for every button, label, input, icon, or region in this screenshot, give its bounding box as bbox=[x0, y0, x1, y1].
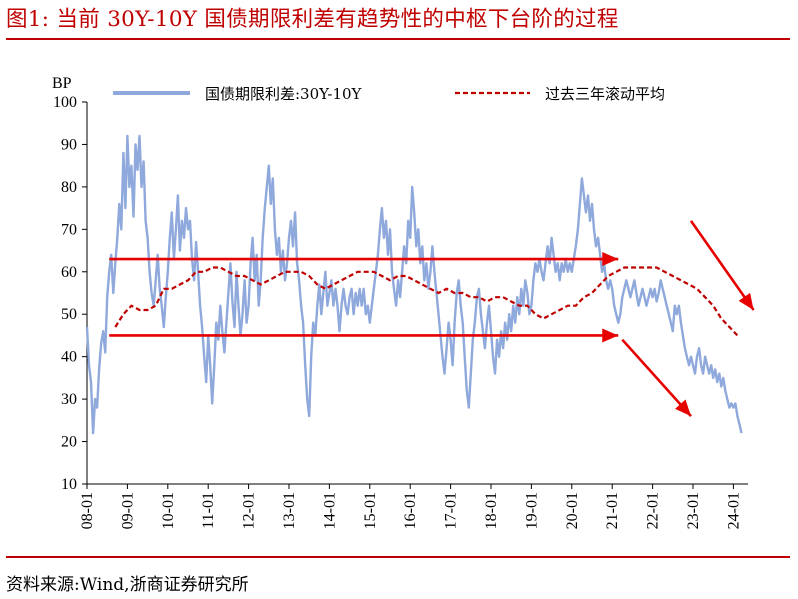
series-spread bbox=[85, 134, 743, 435]
y-tick-label: 80 bbox=[61, 179, 77, 196]
trend-arrowhead-1 bbox=[602, 252, 619, 267]
x-tick-label: 18-01 bbox=[483, 492, 500, 529]
x-tick-label: 17-01 bbox=[443, 492, 460, 529]
y-tick-label: 20 bbox=[61, 434, 77, 451]
axes: 10 20 30 40 50 60 70 80 90 100 08-01 09-01 10-01 11-0… bbox=[53, 94, 748, 529]
y-tick-label: 70 bbox=[61, 221, 77, 238]
x-tick-label: 08-01 bbox=[79, 492, 96, 529]
x-tick-label: 19-01 bbox=[523, 492, 540, 529]
trend-arrow-3 bbox=[621, 338, 692, 417]
y-tick-label: 40 bbox=[61, 349, 77, 366]
y-tick-label: 60 bbox=[61, 264, 77, 281]
x-tick-label: 23-01 bbox=[685, 492, 702, 529]
trend-arrowhead-2 bbox=[602, 328, 619, 343]
x-tick-label: 22-01 bbox=[645, 492, 662, 529]
x-tick-label: 09-01 bbox=[119, 492, 136, 529]
x-tick-label: 21-01 bbox=[604, 492, 621, 529]
x-tick-label: 10-01 bbox=[160, 492, 177, 529]
chart-title: 图1: 当前 30Y-10Y 国债期限利差有趋势性的中枢下台阶的过程 bbox=[6, 7, 619, 32]
x-tick-label: 15-01 bbox=[362, 492, 379, 529]
x-tick-label: 13-01 bbox=[281, 492, 298, 529]
x-tick-label: 11-01 bbox=[200, 492, 217, 529]
y-axis-unit: BP bbox=[52, 75, 72, 92]
trend-arrow-4 bbox=[689, 220, 755, 311]
y-tick-label: 100 bbox=[53, 94, 77, 111]
x-tick-label: 16-01 bbox=[402, 492, 419, 529]
legend-label-rolling: 过去三年滚动平均 bbox=[545, 85, 665, 103]
legend: 国债期限利差:30Y-10Y 过去三年滚动平均 bbox=[113, 85, 665, 103]
y-tick-label: 30 bbox=[61, 391, 77, 408]
series-line-spread bbox=[85, 134, 743, 435]
x-tick-label: 12-01 bbox=[241, 492, 258, 529]
y-tick-label: 10 bbox=[61, 476, 77, 493]
title-rule bbox=[6, 38, 790, 40]
x-tick-label: 24-01 bbox=[725, 492, 742, 529]
trend-arrowhead-4 bbox=[738, 292, 754, 310]
footer-rule bbox=[6, 556, 790, 558]
trend-arrowhead-3 bbox=[675, 399, 691, 417]
series-line-rolling bbox=[114, 266, 739, 337]
y-tick-label: 50 bbox=[61, 306, 77, 323]
source-note: 资料来源:Wind,浙商证券研究所 bbox=[6, 575, 249, 595]
x-tick-label: 20-01 bbox=[564, 492, 581, 529]
x-tick-label: 14-01 bbox=[321, 492, 338, 529]
trend-arrows bbox=[109, 220, 755, 417]
series-rolling bbox=[114, 266, 739, 337]
y-tick-label: 90 bbox=[61, 136, 77, 153]
legend-label-spread: 国债期限利差:30Y-10Y bbox=[205, 85, 363, 103]
